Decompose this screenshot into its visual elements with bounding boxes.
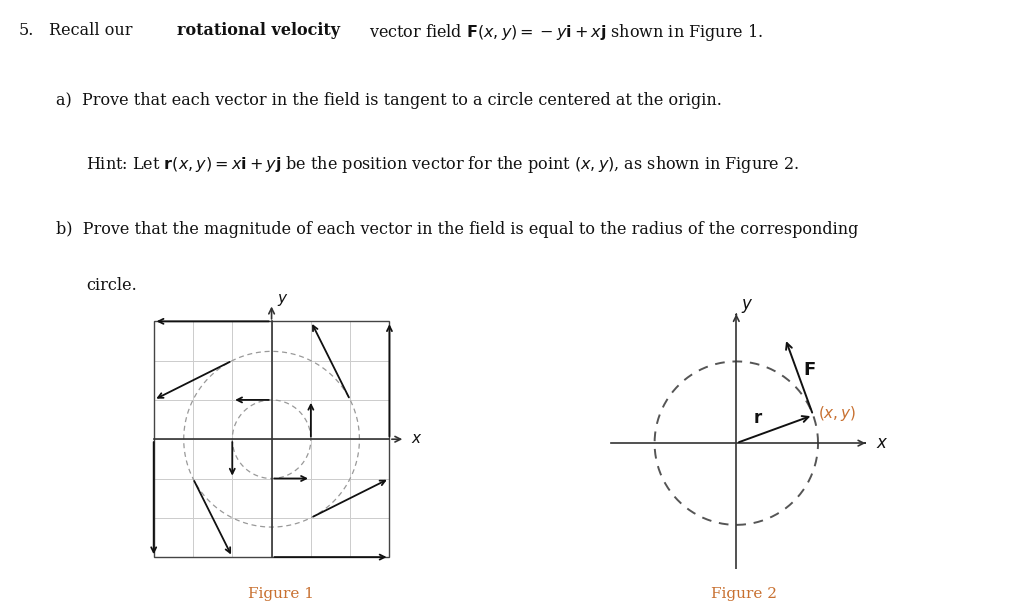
Text: Figure 2: Figure 2 <box>710 587 776 601</box>
Text: rotational velocity: rotational velocity <box>177 22 340 39</box>
Text: Recall our: Recall our <box>49 22 132 39</box>
Text: Figure 1: Figure 1 <box>248 587 314 601</box>
Text: $(x,y)$: $(x,y)$ <box>817 404 855 423</box>
Text: $x$: $x$ <box>410 432 423 446</box>
Text: b)  Prove that the magnitude of each vector in the field is equal to the radius : b) Prove that the magnitude of each vect… <box>56 221 857 239</box>
Text: $\mathbf{r}$: $\mathbf{r}$ <box>752 410 762 427</box>
Text: $y$: $y$ <box>741 297 753 315</box>
Text: 5.: 5. <box>18 22 33 39</box>
Text: $x$: $x$ <box>875 435 888 451</box>
Text: Hint: Let $\mathbf{r}(x,y)=x\mathbf{i}+y\mathbf{j}$ be the position vector for t: Hint: Let $\mathbf{r}(x,y)=x\mathbf{i}+y… <box>86 154 799 175</box>
Text: circle.: circle. <box>86 277 136 294</box>
Bar <box>154 321 389 557</box>
Text: a)  Prove that each vector in the field is tangent to a circle centered at the o: a) Prove that each vector in the field i… <box>56 92 721 109</box>
Text: $y$: $y$ <box>277 292 289 308</box>
Text: $\mathbf{F}$: $\mathbf{F}$ <box>802 361 815 379</box>
Text: vector field $\mathbf{F}(x,y)=-y\mathbf{i}+x\mathbf{j}$ shown in Figure 1.: vector field $\mathbf{F}(x,y)=-y\mathbf{… <box>369 22 763 42</box>
